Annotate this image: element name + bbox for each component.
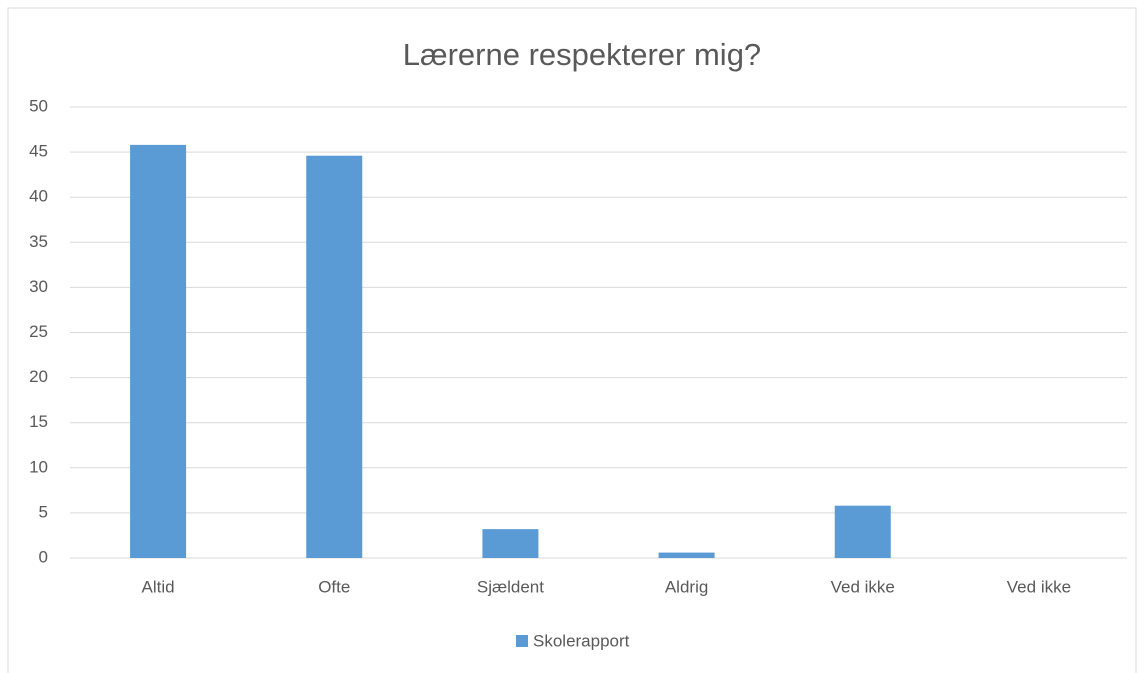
x-tick-label: Sjældent [477,577,544,596]
x-tick-label: Ved ikke [1007,577,1071,596]
chart-border [7,7,1137,673]
y-tick-label: 35 [29,232,48,251]
chart-title: Lærerne respekterer mig? [403,37,761,72]
bar [834,505,891,558]
y-tick-label: 25 [29,322,48,341]
y-tick-label: 0 [39,547,48,566]
x-tick-label: Ofte [318,577,350,596]
y-tick-label: 45 [29,142,48,161]
bar [306,155,363,558]
legend-swatch [516,635,528,647]
legend-label: Skolerapport [533,631,630,650]
y-tick-label: 5 [39,502,48,521]
x-tick-label: Ved ikke [831,577,895,596]
bar [130,144,187,558]
y-tick-label: 15 [29,412,48,431]
x-tick-label: Aldrig [665,577,708,596]
y-tick-label: 20 [29,367,48,386]
y-tick-label: 30 [29,277,48,296]
bar [658,552,715,558]
y-tick-label: 40 [29,187,48,206]
x-tick-label: Altid [142,577,175,596]
y-tick-label: 50 [29,96,48,115]
bar [482,529,539,558]
y-tick-label: 10 [29,457,48,476]
